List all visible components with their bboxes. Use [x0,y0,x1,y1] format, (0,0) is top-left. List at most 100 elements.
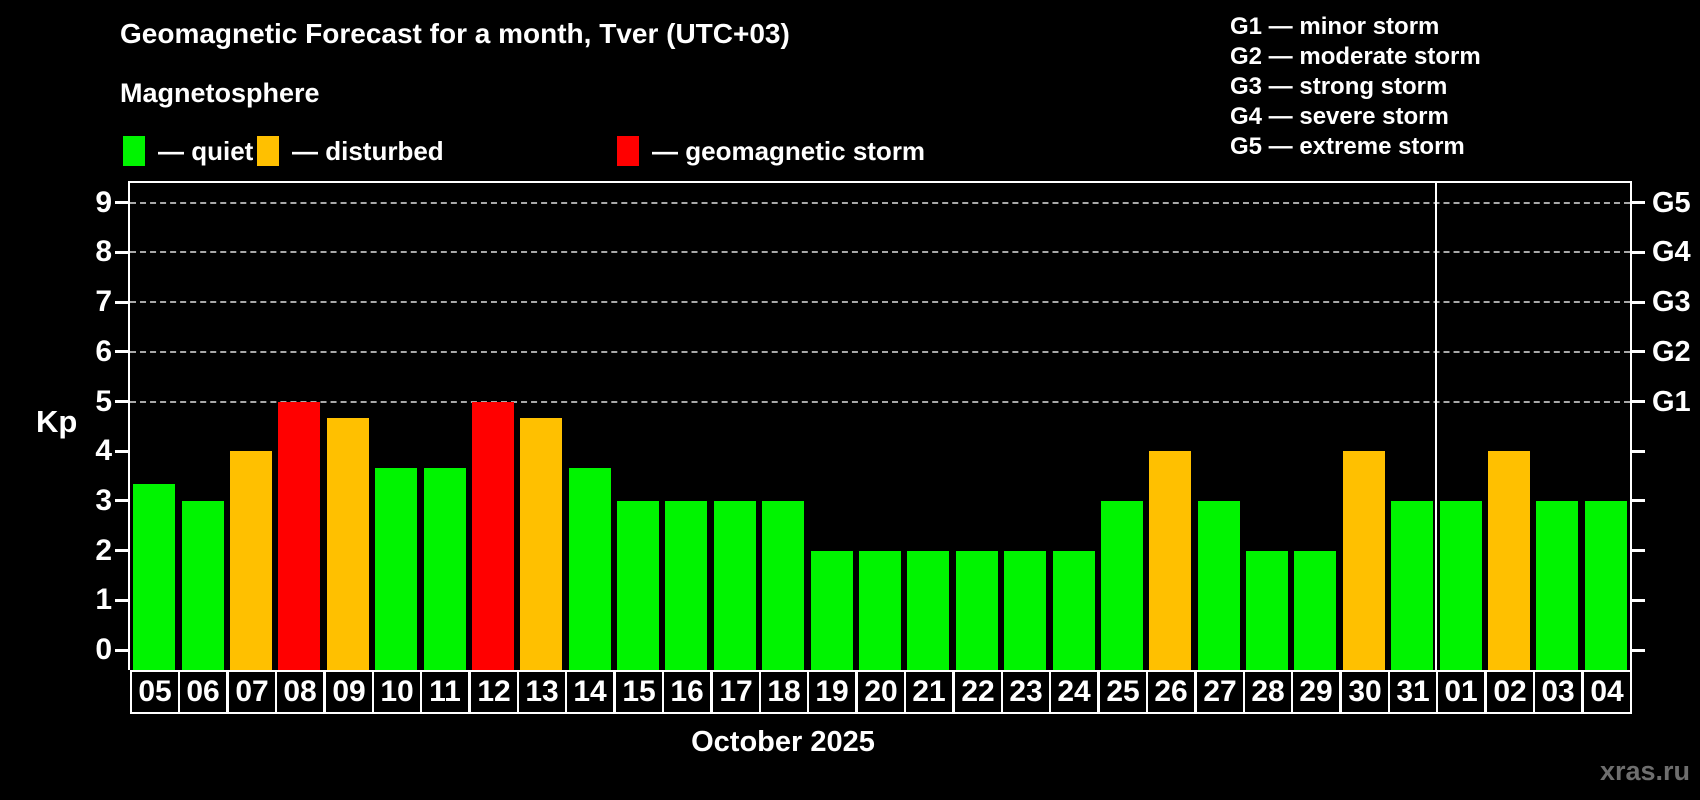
kp-bar-day-16 [665,501,707,670]
kp-bar-day-05 [133,484,175,670]
day-box-19: 19 [807,670,857,714]
day-box-23: 23 [1001,670,1051,714]
kp-bar-day-09 [327,418,369,670]
gridline-kp7 [130,301,1630,303]
y-axis-label-6: 6 [95,335,112,368]
kp-bar-day-19 [811,551,853,670]
g-scale-label-G2: G2 [1652,336,1691,368]
legend-label-disturbed: — disturbed [292,136,444,166]
kp-bar-day-04 [1585,501,1627,670]
y-axis-tick-right-3 [1632,499,1645,502]
kp-bar-day-01 [1440,501,1482,670]
kp-bar-day-11 [424,468,466,670]
kp-bar-day-20 [859,551,901,670]
day-box-27: 27 [1195,670,1245,714]
day-box-06: 06 [178,670,228,714]
legend-item-quiet: — quiet [123,136,253,166]
kp-bar-day-08 [278,402,320,671]
y-axis-tick-left-5 [115,400,128,403]
chart-subtitle: Magnetosphere [120,78,320,108]
kp-bar-day-29 [1294,551,1336,670]
kp-axis-title: Kp [36,404,78,439]
g-scale-label-G4: G4 [1652,236,1691,268]
day-box-11: 11 [420,670,470,714]
gridline-kp9 [130,202,1630,204]
y-axis-label-5: 5 [95,385,112,418]
day-box-17: 17 [711,670,761,714]
day-box-29: 29 [1291,670,1341,714]
y-axis-tick-left-4 [115,450,128,453]
y-axis-label-1: 1 [95,583,112,616]
day-box-14: 14 [565,670,615,714]
kp-bar-day-31 [1391,501,1433,670]
y-axis-label-9: 9 [95,186,112,219]
kp-bar-day-24 [1053,551,1095,670]
kp-bar-day-23 [1004,551,1046,670]
storm-scale-legend: G1 — minor storm G2 — moderate storm G3 — … [1230,12,1481,162]
legend-swatch-quiet [123,136,145,166]
y-axis-tick-left-0 [115,649,128,652]
kp-bar-day-10 [375,468,417,670]
kp-bar-day-26 [1149,451,1191,670]
right-axis-line [1630,181,1632,670]
kp-bar-day-27 [1198,501,1240,670]
y-axis-tick-right-9 [1632,201,1645,204]
y-axis-label-0: 0 [95,633,112,666]
day-box-28: 28 [1243,670,1293,714]
watermark-xras-ru: xras.ru [1599,756,1690,786]
kp-bar-day-28 [1246,551,1288,670]
storm-scale-line-g5: G5 — extreme storm [1230,133,1465,160]
kp-bar-day-06 [182,501,224,670]
day-box-21: 21 [904,670,954,714]
y-axis-tick-left-9 [115,201,128,204]
legend-label-storm: — geomagnetic storm [652,136,926,166]
y-axis-tick-left-2 [115,549,128,552]
day-box-25: 25 [1098,670,1148,714]
legend-label-quiet: — quiet [158,136,254,166]
kp-bar-day-13 [520,418,562,670]
day-box-26: 26 [1146,670,1196,714]
day-box-02: 02 [1485,670,1535,714]
y-axis-line [128,181,130,670]
chart-title: Geomagnetic Forecast for a month, Tver (… [120,18,790,49]
y-axis-tick-right-4 [1632,450,1645,453]
day-box-07: 07 [227,670,277,714]
day-box-12: 12 [469,670,519,714]
storm-scale-line-g1: G1 — minor storm [1230,13,1440,40]
day-box-31: 31 [1388,670,1438,714]
kp-bar-day-07 [230,451,272,670]
storm-scale-line-g2: G2 — moderate storm [1230,43,1481,70]
kp-bar-day-18 [762,501,804,670]
y-axis-label-4: 4 [95,434,112,467]
legend-swatch-disturbed [257,136,279,166]
y-axis-tick-right-8 [1632,251,1645,254]
kp-bar-day-02 [1488,451,1530,670]
kp-bar-day-15 [617,501,659,670]
storm-scale-line-g4: G4 — severe storm [1230,103,1449,130]
kp-bar-day-14 [569,468,611,670]
y-axis-tick-right-0 [1632,649,1645,652]
y-axis-label-8: 8 [95,235,112,268]
gridline-kp8 [130,251,1630,253]
y-axis-tick-left-3 [115,499,128,502]
day-box-10: 10 [372,670,422,714]
y-axis-label-2: 2 [95,534,112,567]
month-separator-line [1435,183,1437,670]
y-axis-tick-right-1 [1632,599,1645,602]
kp-bar-day-12 [472,402,514,671]
gridline-kp5 [130,401,1630,403]
storm-scale-line-g3: G3 — strong storm [1230,73,1448,100]
kp-bar-day-22 [956,551,998,670]
day-box-08: 08 [275,670,325,714]
day-box-04: 04 [1582,670,1632,714]
day-box-13: 13 [517,670,567,714]
y-axis-tick-right-7 [1632,301,1645,304]
day-box-09: 09 [324,670,374,714]
day-box-16: 16 [662,670,712,714]
y-axis-tick-right-5 [1632,400,1645,403]
gridline-kp6 [130,351,1630,353]
day-box-30: 30 [1340,670,1390,714]
kp-legend: — quiet — disturbed — geomagnetic storm [0,136,1700,166]
